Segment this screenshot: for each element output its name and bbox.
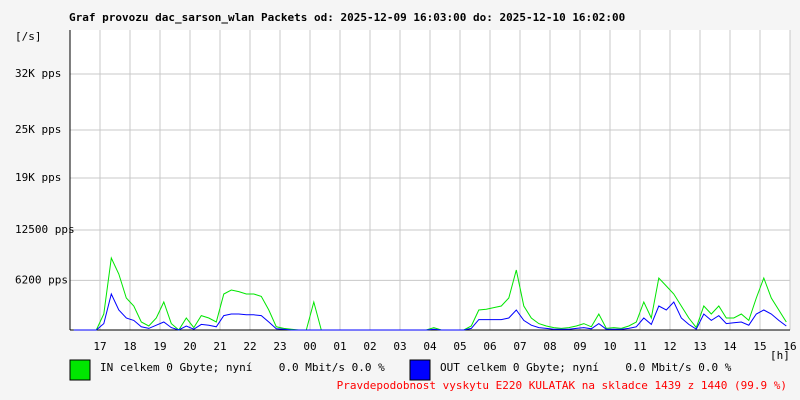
- x-tick-label: 17: [93, 340, 106, 353]
- x-tick-label: 16: [783, 340, 796, 353]
- x-tick-label: 09: [573, 340, 586, 353]
- x-tick-label: 22: [243, 340, 256, 353]
- x-tick-label: 08: [543, 340, 556, 353]
- series-line: [73, 256, 787, 331]
- x-tick-label: 05: [453, 340, 466, 353]
- legend-swatch: [69, 359, 91, 381]
- y-tick-label: 19K pps: [15, 171, 61, 184]
- x-tick-label: 19: [153, 340, 166, 353]
- x-tick-label: 14: [723, 340, 737, 353]
- x-axis-label: [h]: [770, 349, 790, 362]
- x-tick-label: 12: [663, 340, 676, 353]
- y-tick-label: 6200 pps: [15, 273, 68, 286]
- x-tick-label: 07: [513, 340, 526, 353]
- y-axis-label: [/s]: [15, 30, 42, 43]
- y-tick-label: 12500 pps: [15, 223, 75, 236]
- chart-title: Graf provozu dac_sarson_wlan Packets od:…: [69, 11, 625, 24]
- x-tick-label: 15: [753, 340, 766, 353]
- footer-note: Pravdepodobnost vyskytu E220 KULATAK na …: [337, 379, 787, 392]
- x-tick-label: 20: [183, 340, 196, 353]
- x-tick-label: 21: [213, 340, 226, 353]
- x-tick-label: 10: [603, 340, 616, 353]
- x-tick-label: 23: [273, 340, 286, 353]
- x-tick-label: 02: [363, 340, 376, 353]
- x-tick-label: 11: [633, 340, 646, 353]
- x-tick-label: 13: [693, 340, 706, 353]
- legend-label: OUT celkem 0 Gbyte; nyní 0.0 Mbit/s 0.0 …: [440, 361, 732, 374]
- x-tick-label: 03: [393, 340, 406, 353]
- series-line: [73, 292, 787, 331]
- y-tick-label: 32K pps: [15, 67, 61, 80]
- legend-label: IN celkem 0 Gbyte; nyní 0.0 Mbit/s 0.0 %: [100, 361, 385, 374]
- x-tick-label: 06: [483, 340, 496, 353]
- x-tick-label: 18: [123, 340, 136, 353]
- x-tick-label: 01: [333, 340, 346, 353]
- x-tick-label: 04: [423, 340, 437, 353]
- legend-swatch: [409, 359, 431, 381]
- y-tick-label: 25K pps: [15, 123, 61, 136]
- x-tick-label: 00: [303, 340, 316, 353]
